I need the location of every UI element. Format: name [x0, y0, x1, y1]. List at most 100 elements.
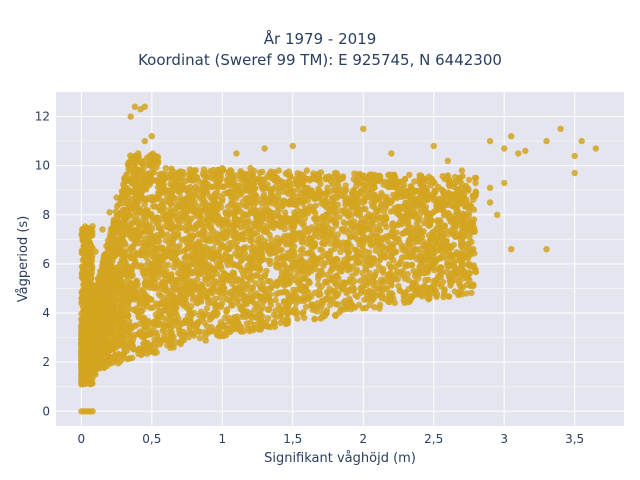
data-point — [234, 186, 241, 194]
data-point — [160, 270, 167, 277]
data-point — [113, 264, 120, 271]
data-point — [170, 308, 178, 315]
data-point — [331, 294, 338, 301]
data-point — [224, 180, 231, 187]
data-point — [354, 171, 362, 178]
data-point — [206, 215, 213, 223]
data-point — [117, 331, 124, 338]
data-point — [104, 261, 111, 268]
data-point — [141, 227, 148, 235]
data-point — [137, 328, 144, 335]
data-point — [390, 257, 397, 264]
data-point — [284, 317, 292, 324]
data-point — [107, 327, 114, 335]
data-point — [282, 302, 289, 310]
data-point — [132, 164, 140, 172]
data-point — [452, 216, 460, 224]
data-point — [425, 222, 432, 229]
data-point — [160, 314, 167, 321]
data-point — [131, 256, 138, 264]
data-point — [439, 278, 447, 286]
data-point — [192, 183, 200, 190]
data-point — [133, 277, 141, 285]
data-point — [430, 280, 437, 287]
data-point — [445, 190, 453, 197]
data-point — [171, 302, 178, 310]
data-point — [183, 286, 191, 293]
data-point — [293, 267, 300, 274]
data-point — [350, 231, 357, 238]
data-point — [243, 202, 250, 209]
data-point — [228, 302, 235, 309]
data-point — [275, 188, 282, 195]
data-point — [129, 227, 136, 234]
data-point — [184, 280, 191, 288]
data-point — [137, 294, 145, 302]
data-point — [346, 255, 353, 262]
data-point — [258, 217, 265, 224]
data-point — [145, 232, 153, 239]
data-point — [169, 282, 176, 289]
data-point — [342, 182, 349, 189]
data-point — [467, 217, 474, 225]
data-point — [176, 224, 183, 231]
data-point — [197, 219, 204, 227]
data-point — [166, 198, 174, 205]
data-point — [332, 193, 339, 200]
data-point — [243, 300, 250, 308]
data-point — [267, 301, 274, 309]
data-point — [319, 300, 326, 307]
data-point — [463, 281, 471, 288]
data-point — [364, 182, 371, 189]
data-point — [306, 234, 313, 242]
data-point — [248, 284, 256, 292]
data-point — [465, 212, 473, 219]
data-point — [215, 280, 222, 287]
data-point — [434, 200, 441, 208]
data-point — [411, 227, 418, 234]
data-point — [125, 318, 133, 325]
data-point — [376, 305, 383, 312]
data-point — [158, 298, 165, 306]
data-point — [417, 260, 424, 268]
data-point — [147, 212, 154, 219]
data-point — [185, 176, 192, 184]
data-point — [392, 222, 399, 229]
data-point — [279, 253, 286, 260]
data-point — [248, 295, 255, 303]
data-point — [291, 209, 298, 216]
data-point — [459, 173, 466, 180]
data-point — [311, 195, 318, 202]
data-point — [189, 202, 196, 209]
data-point — [129, 354, 136, 362]
data-point — [284, 249, 291, 257]
data-point — [373, 292, 380, 299]
data-point — [155, 314, 162, 321]
data-point — [171, 294, 178, 301]
data-point — [291, 243, 298, 250]
data-point — [391, 205, 398, 212]
data-point — [109, 258, 116, 265]
data-point — [298, 239, 306, 246]
data-point — [194, 203, 201, 210]
data-point — [244, 325, 251, 332]
data-point — [233, 291, 241, 299]
data-point — [238, 324, 245, 331]
data-point — [127, 343, 134, 350]
data-point — [202, 219, 209, 227]
data-point — [182, 208, 189, 216]
data-point — [324, 271, 331, 279]
data-point — [449, 230, 457, 238]
data-point — [334, 231, 342, 238]
data-point — [307, 243, 315, 250]
data-point — [141, 345, 148, 352]
data-point — [167, 325, 174, 332]
data-point — [192, 261, 199, 269]
data-point — [375, 177, 382, 185]
data-point — [349, 272, 356, 279]
data-point — [211, 295, 219, 303]
data-point — [144, 207, 151, 215]
data-point — [177, 300, 184, 307]
data-point — [126, 332, 133, 339]
